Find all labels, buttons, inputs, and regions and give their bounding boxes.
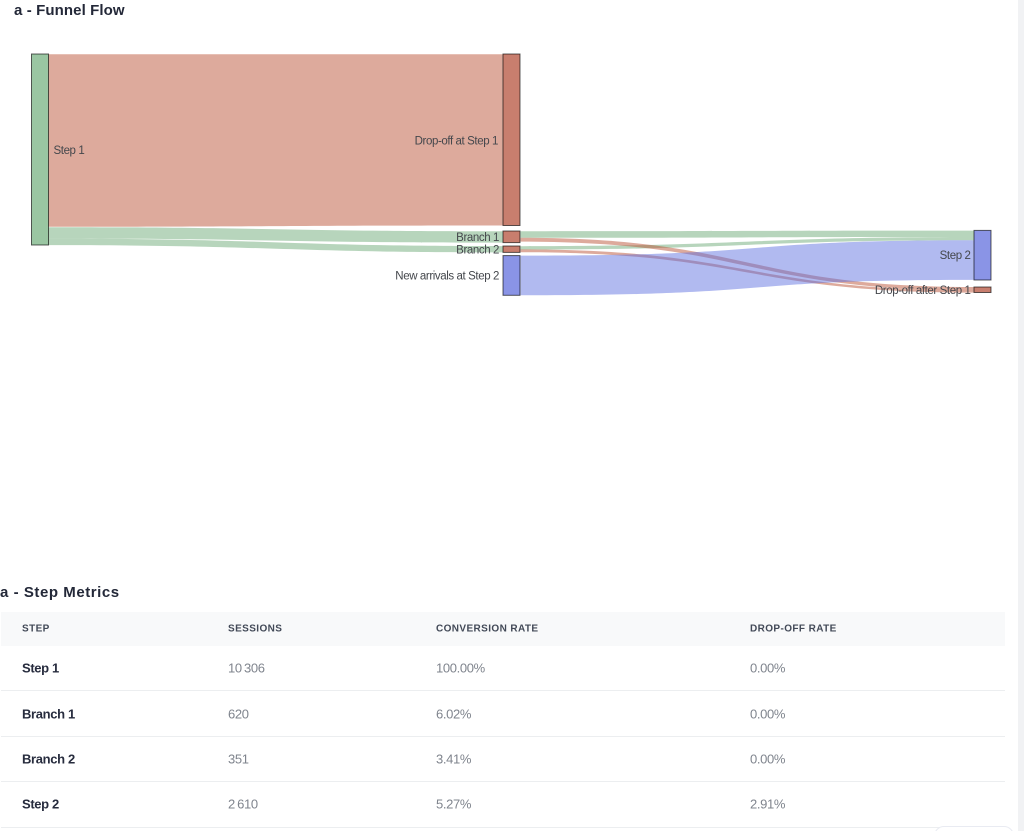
svg-text:Step 1: Step 1 <box>54 145 85 157</box>
svg-text:Branch 1: Branch 1 <box>456 232 499 244</box>
svg-text:Drop-off after Step 1: Drop-off after Step 1 <box>875 285 971 297</box>
svg-text:Branch 2: Branch 2 <box>456 245 499 257</box>
svg-text:Step 2: Step 2 <box>940 250 971 262</box>
svg-text:Drop-off at Step 1: Drop-off at Step 1 <box>415 135 498 147</box>
svg-text:New arrivals at Step 2: New arrivals at Step 2 <box>395 270 499 282</box>
